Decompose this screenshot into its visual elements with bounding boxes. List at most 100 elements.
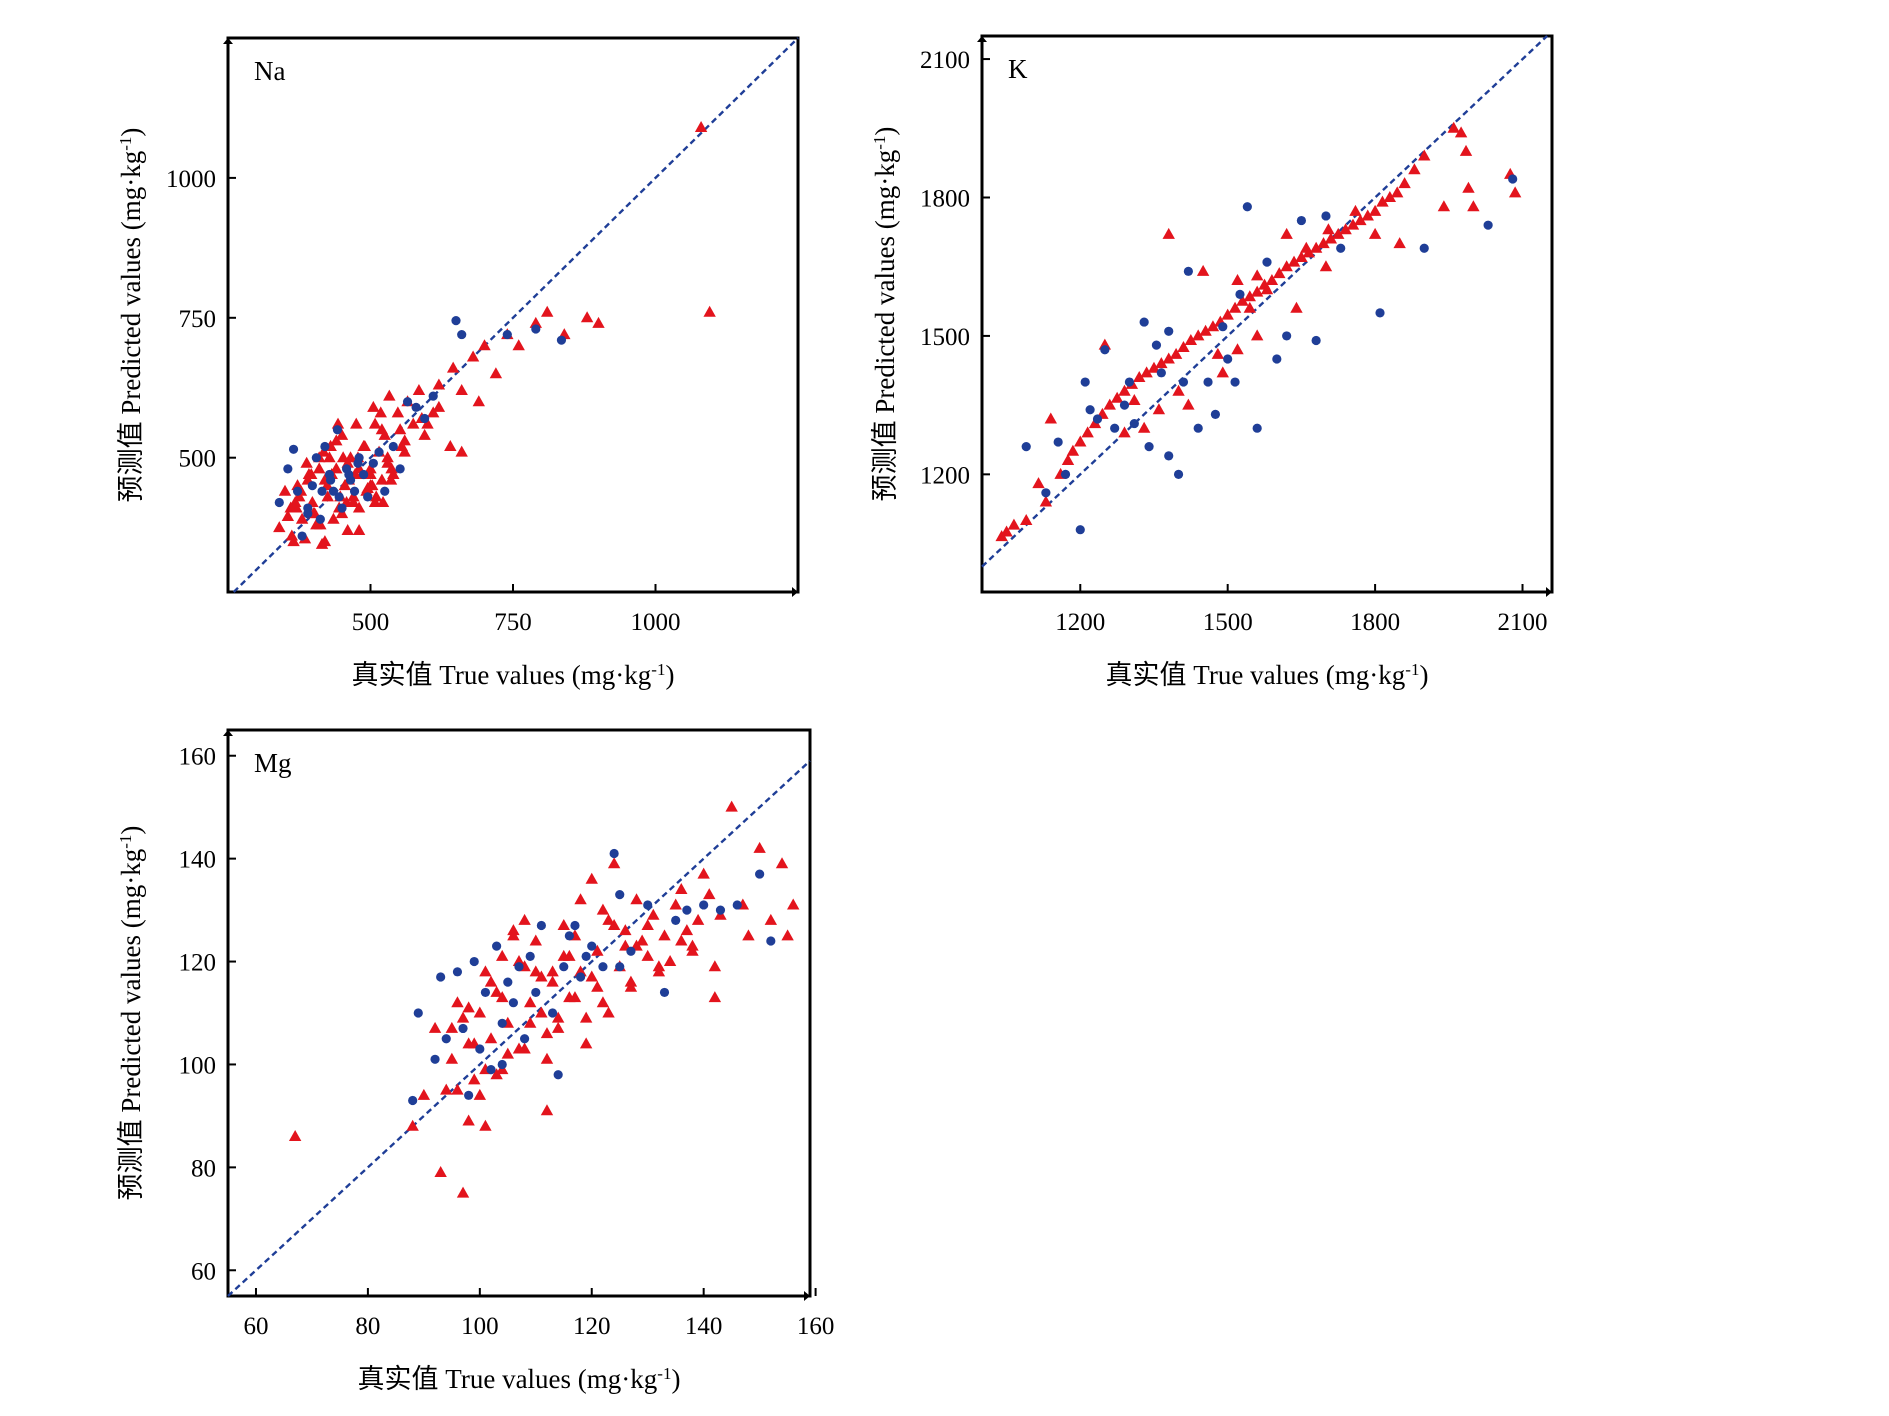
mg-calibration-point (434, 1166, 447, 1178)
k-calibration-point (1066, 444, 1080, 456)
na-calibration-point (335, 428, 349, 440)
mg-validation-point (452, 967, 463, 977)
na-calibration-point (398, 434, 411, 446)
na-calibration-point (398, 445, 411, 457)
k-validation-point (1139, 317, 1149, 327)
k-validation-point (1193, 423, 1203, 433)
mg-calibration-point (703, 888, 716, 900)
mg-validation-point (464, 1090, 474, 1100)
k-calibration-point (1243, 301, 1257, 313)
mg-calibration-point (635, 934, 649, 946)
k-calibration-point (1391, 186, 1404, 198)
k-calibration-point (1408, 163, 1421, 175)
na-validation-point (303, 509, 313, 519)
mg-y-arrow (223, 730, 233, 736)
mg-calibration-point (540, 1052, 554, 1064)
mg-x-tick-label: 160 (797, 1313, 835, 1340)
na-calibration-point (330, 434, 343, 446)
k-y-axis-label: 预测值 Predicted values (mg·kg-1) (870, 127, 901, 502)
mg-validation-point (609, 848, 619, 859)
mg-calibration-point (417, 1088, 431, 1100)
na-validation-point (411, 402, 421, 412)
k-x-tick-label: 1800 (1350, 609, 1400, 636)
mg-calibration-point (479, 1119, 492, 1131)
na-validation-point (288, 444, 299, 454)
na-calibration-point (580, 311, 594, 323)
mg-calibration-point (288, 1129, 302, 1141)
mg-calibration-point (479, 965, 492, 977)
mg-calibration-point (540, 1027, 554, 1039)
k-y-tick-label: 2100 (920, 47, 970, 74)
na-calibration-point (364, 462, 377, 474)
k-calibration-point (1250, 285, 1264, 297)
k-y-arrow (977, 36, 987, 42)
k-calibration-point (1231, 343, 1244, 355)
na-calibration-point (703, 305, 716, 317)
mg-validation-point (475, 1044, 485, 1054)
mg-calibration-point (602, 913, 615, 925)
mg-validation-point (587, 941, 597, 951)
na-calibration-point (347, 490, 360, 502)
na-calibration-point (432, 378, 446, 390)
mg-calibration-point (484, 1032, 498, 1044)
mg-validation-point (413, 1008, 423, 1018)
na-calibration-point (407, 417, 420, 429)
k-calibration-point (1280, 260, 1293, 272)
k-validation-point (1100, 345, 1110, 355)
k-calibration-point (1393, 237, 1406, 249)
k-calibration-point (1317, 237, 1330, 249)
na-validation-point (344, 469, 354, 480)
mg-validation-point (525, 951, 535, 962)
k-validation-point (1230, 377, 1240, 387)
k-calibration-point (1319, 260, 1333, 272)
k-calibration-point (1462, 181, 1475, 193)
mg-calibration-point (490, 1068, 503, 1080)
k-validation-point (1144, 442, 1154, 452)
mg-calibration-point (686, 944, 699, 956)
na-calibration-point (418, 428, 431, 440)
na-x-tick-label: 1000 (631, 609, 681, 636)
k-calibration-point (1162, 352, 1175, 364)
k-calibration-point (1324, 232, 1338, 244)
mg-validation-point (441, 1034, 451, 1044)
panel-na: 500 750 1000 500 750 1000 Na 真实值 True values (m… (116, 36, 800, 690)
na-calibration-point (313, 462, 326, 474)
mg-calibration-point (579, 1037, 593, 1049)
na-calibration-point (427, 406, 440, 418)
mg-validation-point (486, 1065, 496, 1075)
mg-calibration-point (490, 985, 503, 997)
na-calibration-point (291, 479, 304, 491)
mg-calibration-point (691, 913, 705, 925)
mg-x-tick-label: 100 (461, 1313, 499, 1340)
na-validation-point (368, 458, 378, 468)
mg-y-tick-label: 80 (191, 1155, 216, 1182)
na-calibration-point (347, 495, 360, 507)
k-validation-point (1085, 405, 1095, 415)
na-calibration-point (293, 490, 306, 502)
na-calibration-point (357, 440, 370, 452)
k-validation-point (1021, 442, 1031, 452)
na-validation-point (332, 425, 343, 435)
mg-calibration-point (708, 991, 722, 1003)
mg-calibration-point (451, 1083, 464, 1095)
mg-calibration-point (596, 996, 610, 1008)
mg-calibration-point (496, 991, 509, 1003)
na-validation-point (388, 441, 398, 452)
k-calibration-point (1118, 384, 1131, 396)
mg-validation-point (469, 956, 479, 967)
mg-calibration-point (484, 975, 498, 987)
k-calibration-point (1368, 204, 1382, 216)
na-calibration-point (694, 121, 708, 133)
na-calibration-point (381, 456, 394, 468)
mg-validation-point (615, 962, 625, 972)
mg-calibration-point (619, 924, 632, 936)
na-calibration-point (378, 428, 391, 440)
na-calibration-point (446, 361, 460, 373)
k-validation-point (1092, 414, 1103, 424)
panel-k: 1200 1500 1800 2100 1200 1500 1800 2100 K 真实值 Tru… (870, 34, 1554, 690)
na-panel-label: Na (254, 56, 285, 86)
na-calibration-point (432, 400, 446, 412)
na-calibration-point (444, 440, 457, 452)
mg-calibration-point (675, 883, 688, 895)
k-validation-point (1129, 418, 1139, 429)
